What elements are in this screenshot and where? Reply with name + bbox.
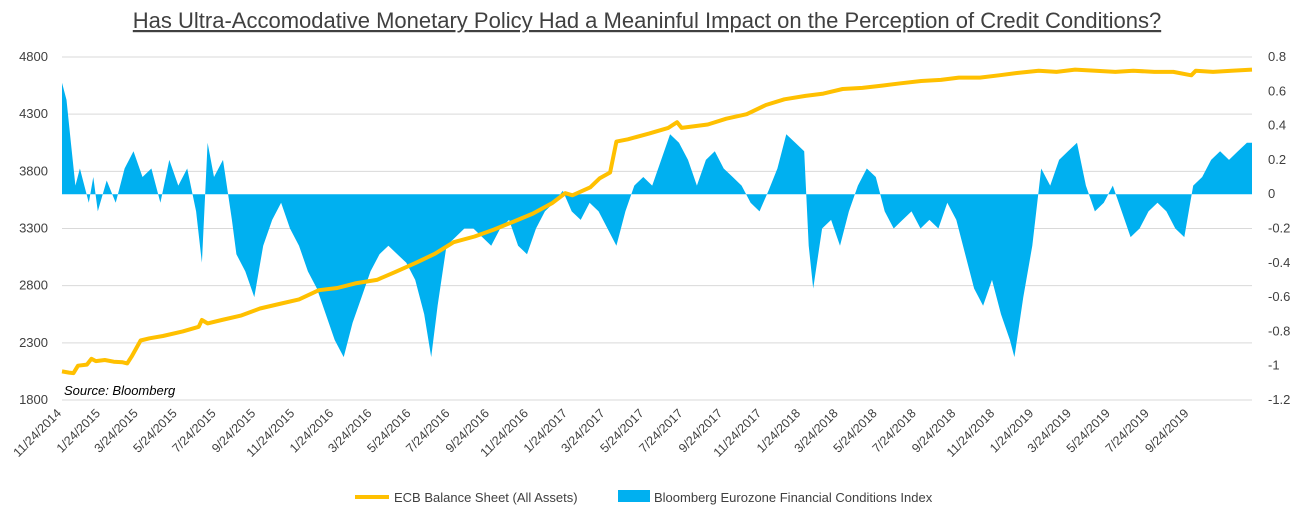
y-left-tick-label: 1800 <box>19 392 48 407</box>
fci-area <box>62 82 1252 358</box>
x-tick-label: 9/24/2019 <box>1142 406 1191 455</box>
x-tick-label: 11/24/2014 <box>11 406 65 460</box>
y-right-tick-label: 0.2 <box>1268 152 1286 167</box>
y-left-tick-label: 3800 <box>19 163 48 178</box>
y-axis-right: 0.8 0.6 0.4 0.2 0 -0.2 -0.4 -0.6 -0.8 -1 -1.2 <box>1268 49 1290 407</box>
source-note: Source: Bloomberg <box>64 383 176 398</box>
ecb-line <box>61 67 1253 376</box>
y-right-tick-label: 0 <box>1268 186 1275 201</box>
legend-label-fci: Bloomberg Eurozone Financial Conditions … <box>654 490 933 505</box>
chart-title: Has Ultra-Accomodative Monetary Policy H… <box>133 8 1161 33</box>
x-axis: 11/24/20141/24/20153/24/20155/24/20157/2… <box>11 406 1192 460</box>
y-right-tick-label: 0.4 <box>1268 118 1286 133</box>
fci-series-area <box>62 82 1252 358</box>
y-right-tick-label: -0.6 <box>1268 289 1290 304</box>
y-left-tick-label: 2800 <box>19 278 48 293</box>
ecb-series-line <box>61 67 1253 376</box>
y-right-tick-label: 0.8 <box>1268 49 1286 64</box>
y-left-tick-label: 2300 <box>19 335 48 350</box>
y-left-tick-label: 4800 <box>19 49 48 64</box>
y-axis-left: 4800 4300 3800 3300 2800 2300 1800 <box>19 49 48 407</box>
y-right-tick-label: -0.8 <box>1268 323 1290 338</box>
y-left-tick-label: 3300 <box>19 221 48 236</box>
y-right-tick-label: 0.6 <box>1268 83 1286 98</box>
y-right-tick-label: -1 <box>1268 358 1280 373</box>
y-right-tick-label: -1.2 <box>1268 392 1290 407</box>
y-right-tick-label: -0.2 <box>1268 221 1290 236</box>
legend-label-ecb: ECB Balance Sheet (All Assets) <box>394 490 578 505</box>
y-left-tick-label: 4300 <box>19 106 48 121</box>
legend: ECB Balance Sheet (All Assets) Bloomberg… <box>355 490 933 505</box>
y-right-tick-label: -0.4 <box>1268 255 1290 270</box>
legend-swatch-fci <box>618 490 650 502</box>
